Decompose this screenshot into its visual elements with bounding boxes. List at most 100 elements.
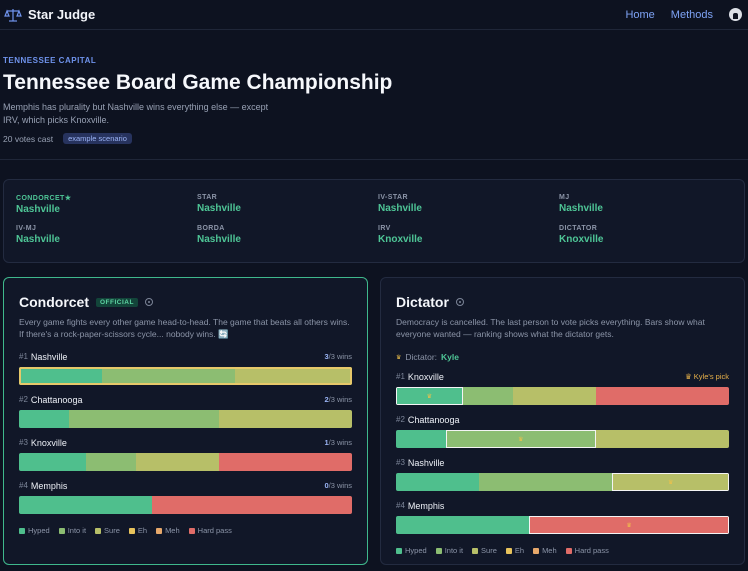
candidate-name: Chattanooga xyxy=(30,394,83,405)
summary-item: MJ Nashville xyxy=(559,194,740,225)
candidate-row: #4 Memphis 0/3 wins xyxy=(19,479,352,514)
legend-label: Hyped xyxy=(405,546,427,555)
bar-segment xyxy=(595,430,729,448)
rank: #4 xyxy=(19,481,28,490)
candidate-row: #3 Nashville ♛ xyxy=(396,456,729,491)
method-winner: Nashville xyxy=(378,203,422,214)
candidate-row: #2 Chattanooga 2/3 wins xyxy=(19,393,352,428)
legend-item: Meh xyxy=(533,546,557,555)
legend: Hyped Into it Sure Eh Meh Hard pass xyxy=(19,526,352,535)
condorcet-description: Every game fights every other game head-… xyxy=(19,317,350,339)
github-icon[interactable] xyxy=(729,8,742,21)
candidate-name: Memphis xyxy=(407,500,445,511)
bar-segment xyxy=(102,367,236,385)
legend-swatch xyxy=(396,548,402,555)
candidate-row: #1 Knoxville ♛ Kyle's pick ♛ xyxy=(396,370,729,405)
dictator-label: Dictator: xyxy=(405,352,438,362)
wins-number: 0 xyxy=(324,481,329,490)
wins-number: 2 xyxy=(324,395,329,404)
crown-icon: ♛ xyxy=(626,522,632,529)
candidate-name: Memphis xyxy=(30,480,68,491)
bar-segment xyxy=(445,430,596,448)
legend-label: Hard pass xyxy=(574,546,609,555)
summary-item: STAR Nashville xyxy=(197,194,378,225)
dictator-choice-box: ♛ xyxy=(396,387,463,405)
scenario-badge: example scenario xyxy=(63,133,132,144)
legend-label: Eh xyxy=(514,546,525,555)
summary-item: DICTATOR Knoxville xyxy=(559,225,740,256)
score-bar: ♛ xyxy=(396,387,729,405)
legend-swatch xyxy=(472,548,479,555)
legend-swatch xyxy=(435,548,442,555)
dictator-panel: Dictator Democracy is cancelled. The las… xyxy=(380,277,745,565)
candidate-name: Nashville xyxy=(407,457,445,468)
info-icon[interactable] xyxy=(144,298,153,306)
bar-segment xyxy=(19,496,153,514)
condorcet-panel: Condorcet OFFICIAL Every game fights eve… xyxy=(3,277,368,565)
pick-label: Kyle's pick xyxy=(693,372,729,381)
score-bar xyxy=(19,410,352,428)
legend-item: Hard pass xyxy=(565,546,609,555)
method-name: IV-STAR xyxy=(378,194,408,201)
legend-swatch xyxy=(19,528,25,535)
summary-item: BORDA Nashville xyxy=(197,225,378,256)
wins-of: /3 wins xyxy=(328,438,352,447)
rank: #3 xyxy=(396,458,405,467)
method-name: IRV xyxy=(378,225,391,232)
candidate-name: Nashville xyxy=(30,351,68,362)
legend-label: Sure xyxy=(104,526,120,535)
summary-item: IV-STAR Nashville xyxy=(378,194,559,225)
scales-icon xyxy=(4,8,22,22)
legend-label: Hard pass xyxy=(197,526,232,535)
candidate-row: #2 Chattanooga ♛ xyxy=(396,413,729,448)
legend-swatch xyxy=(533,548,540,555)
legend-item: Hyped xyxy=(396,546,427,555)
bar-segment xyxy=(85,453,136,471)
legend-item: Into it xyxy=(58,526,86,535)
hero: TENNESSEE CAPITAL Tennessee Board Game C… xyxy=(0,30,748,160)
legend-item: Hard pass xyxy=(188,526,232,535)
results-summary: CONDORCET★ Nashville STAR Nashville IV-STAR N… xyxy=(3,179,745,263)
legend-item: Eh xyxy=(128,526,147,535)
bar-segment xyxy=(595,387,729,405)
votes-count: 20 votes cast xyxy=(3,133,54,144)
method-name: IV-MJ xyxy=(16,225,37,232)
crown-icon: ♛ xyxy=(426,393,432,400)
candidate-name: Chattanooga xyxy=(407,414,460,425)
summary-item: CONDORCET★ Nashville xyxy=(16,194,197,225)
crown-icon: ♛ xyxy=(396,354,402,361)
legend-swatch xyxy=(128,528,135,535)
legend-swatch xyxy=(505,548,512,555)
candidate-row: #1 Nashville 3/3 wins xyxy=(19,350,352,385)
method-winner: Nashville xyxy=(559,203,603,214)
brand[interactable]: Star Judge xyxy=(4,7,95,22)
score-bar xyxy=(19,367,352,385)
info-icon[interactable] xyxy=(455,298,464,306)
bar-segment xyxy=(462,387,513,405)
legend-label: Hyped xyxy=(28,526,50,535)
legend-label: Into it xyxy=(444,546,464,555)
summary-item: IV-MJ Nashville xyxy=(16,225,197,256)
rank: #2 xyxy=(19,395,28,404)
wins-number: 1 xyxy=(324,438,329,447)
dictator-choice-box: ♛ xyxy=(529,516,729,534)
legend-swatch xyxy=(95,528,102,535)
rank: #1 xyxy=(396,372,405,381)
bar-segment xyxy=(68,410,219,428)
method-winner: Knoxville xyxy=(559,234,604,245)
legend-label: Sure xyxy=(481,546,497,555)
bar-segment xyxy=(218,453,352,471)
method-name: DICTATOR xyxy=(559,225,598,232)
bar-segment xyxy=(479,473,613,491)
method-name: STAR xyxy=(197,194,218,201)
legend-item: Sure xyxy=(472,546,497,555)
wins-of: /3 wins xyxy=(328,481,352,490)
wins-count: 2/3 wins xyxy=(324,395,352,404)
rank: #3 xyxy=(19,438,28,447)
nav-methods-link[interactable]: Methods xyxy=(670,8,713,21)
method-winner: Nashville xyxy=(16,234,60,245)
nav-home-link[interactable]: Home xyxy=(625,8,655,21)
dictator-title: Dictator xyxy=(396,294,449,310)
brand-name: Star Judge xyxy=(28,7,96,22)
legend-item: Into it xyxy=(435,546,464,555)
